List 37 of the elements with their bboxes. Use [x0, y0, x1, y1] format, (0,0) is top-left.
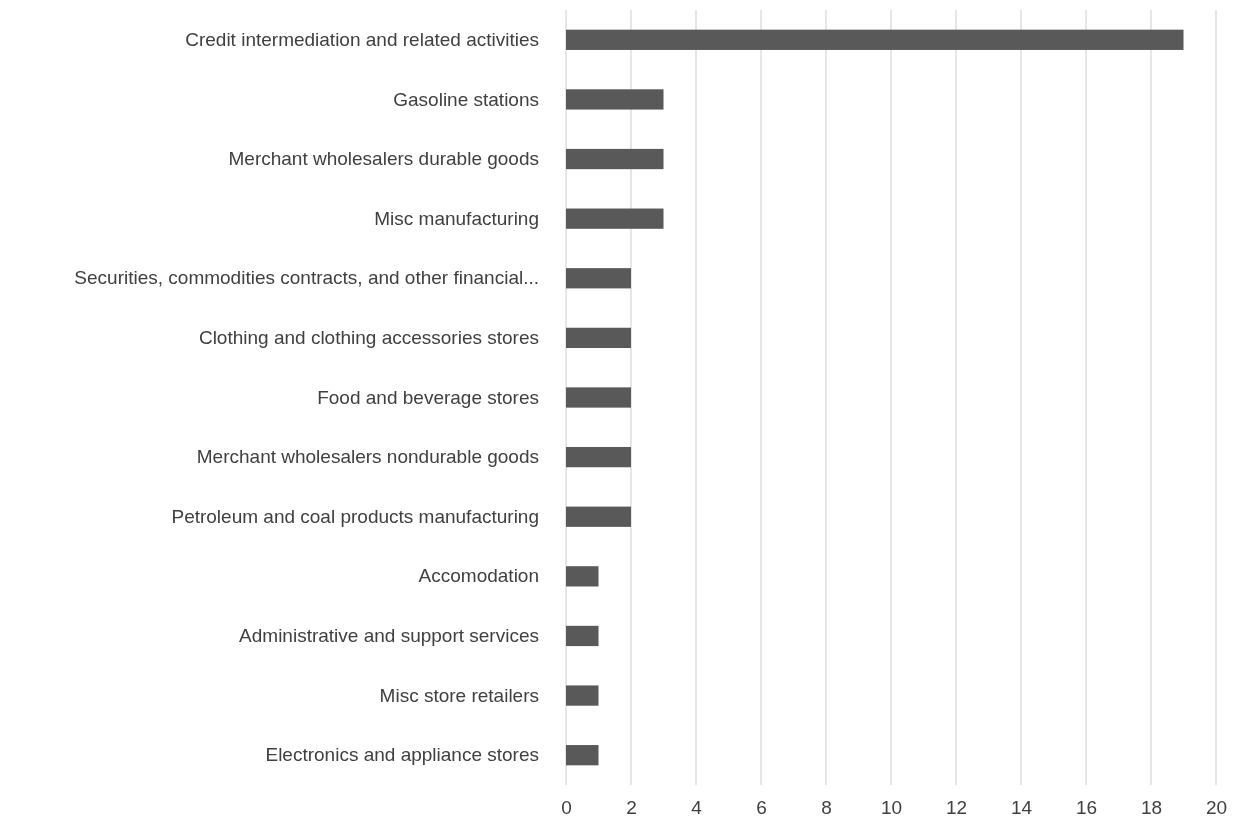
y-tick-label: Merchant wholesalers durable goods	[228, 148, 539, 170]
bar	[566, 29, 1184, 50]
bar	[566, 327, 631, 349]
x-tick-label: 16	[1075, 796, 1098, 818]
x-tick-label: 6	[756, 796, 767, 818]
y-tick-label: Accomodation	[418, 565, 539, 587]
x-tick-label: 12	[945, 796, 968, 818]
y-tick-label: Clothing and clothing accessories stores	[198, 326, 539, 348]
bar	[566, 208, 664, 229]
x-tick-label: 10	[880, 796, 903, 818]
x-tick-label: 8	[821, 796, 832, 818]
x-tick-label: 18	[1140, 796, 1163, 818]
bar	[566, 148, 664, 170]
bar	[566, 685, 599, 706]
x-tick-label: 4	[691, 796, 703, 818]
x-tick-label: 2	[626, 796, 637, 818]
y-tick-label: Food and beverage stores	[317, 386, 539, 408]
bar	[566, 506, 631, 527]
y-tick-label: Petroleum and coal products manufacturing	[171, 505, 539, 527]
bar	[566, 566, 599, 587]
bar	[566, 446, 631, 468]
bar	[566, 89, 664, 110]
x-tick-label: 14	[1010, 796, 1033, 818]
y-tick-label: Gasoline stations	[393, 88, 539, 110]
x-tick-label: 20	[1205, 796, 1228, 818]
y-tick-label: Misc store retailers	[379, 684, 539, 706]
bar	[566, 745, 599, 766]
x-tick-label: 0	[561, 796, 572, 818]
y-tick-label: Misc manufacturing	[374, 207, 539, 229]
y-tick-label: Securities, commodities contracts, and other financial...	[74, 267, 539, 289]
y-tick-label: Administrative and support services	[239, 625, 539, 647]
y-tick-label: Credit intermediation and related activities	[185, 28, 539, 50]
y-tick-label: Electronics and appliance stores	[265, 744, 539, 766]
y-tick-label: Merchant wholesalers nondurable goods	[196, 446, 539, 468]
bar	[566, 387, 631, 408]
bar	[566, 625, 599, 647]
bar	[566, 268, 631, 289]
